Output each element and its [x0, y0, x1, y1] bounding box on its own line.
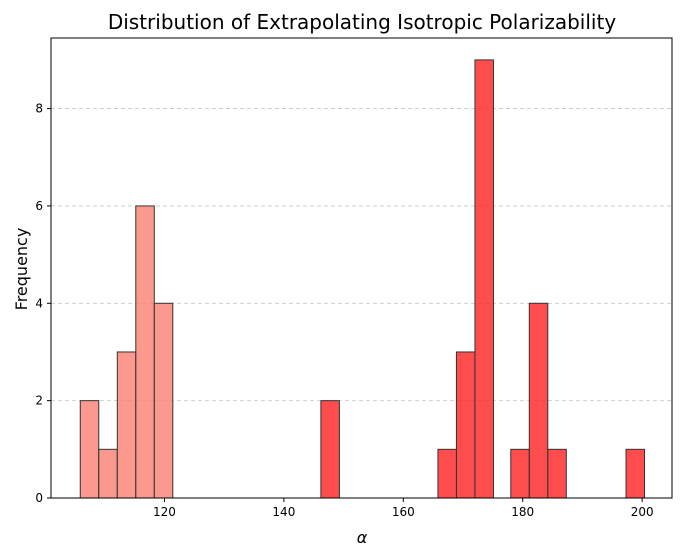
- x-tick-label: 180: [511, 505, 534, 519]
- x-axis-title: α: [357, 528, 368, 547]
- y-axis-ticks: 0 2 4 6 8: [35, 102, 51, 505]
- histogram-bar: [474, 59, 494, 499]
- histogram-bar: [528, 302, 549, 499]
- x-tick-label: 140: [272, 505, 295, 519]
- histogram-bar: [320, 400, 340, 499]
- y-tick-label: 6: [35, 199, 43, 213]
- histogram-bar: [625, 448, 646, 499]
- x-tick-label: 160: [392, 505, 415, 519]
- histogram-bar: [79, 400, 100, 499]
- x-tick-label: 120: [153, 505, 176, 519]
- histogram-bar: [455, 351, 476, 499]
- histogram-bar: [153, 302, 174, 499]
- histogram-bar: [116, 351, 137, 499]
- x-tick-label: 200: [631, 505, 654, 519]
- plot-frame: [50, 37, 673, 499]
- y-tick-label: 4: [35, 296, 43, 310]
- histogram-bar: [135, 205, 155, 499]
- chart-title: Distribution of Extrapolating Isotropic …: [108, 10, 616, 34]
- y-tick-label: 0: [35, 491, 43, 505]
- y-tick-label: 2: [35, 394, 43, 408]
- histogram-bar: [510, 448, 530, 499]
- histogram-bar: [547, 448, 567, 499]
- x-axis-ticks: 120 140 160 180 200: [153, 498, 654, 519]
- y-tick-label: 8: [35, 102, 43, 116]
- bars: [79, 59, 646, 499]
- histogram-bar: [437, 448, 457, 499]
- grid-lines: [51, 108, 672, 402]
- histogram-bar: [98, 448, 118, 499]
- y-axis-title: Frequency: [12, 228, 31, 311]
